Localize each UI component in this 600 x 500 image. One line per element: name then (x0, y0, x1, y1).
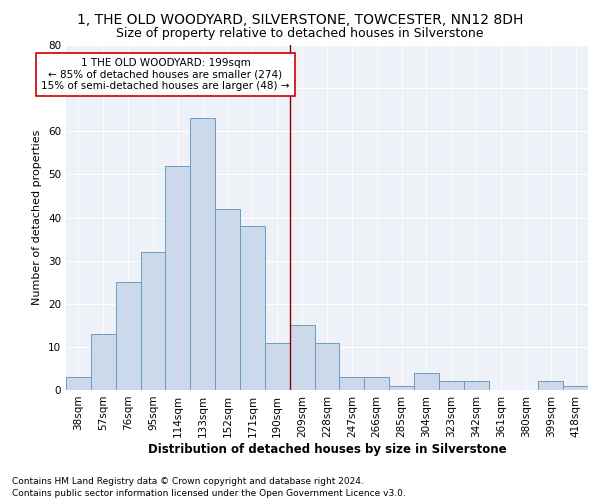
Text: Contains HM Land Registry data © Crown copyright and database right 2024.: Contains HM Land Registry data © Crown c… (12, 478, 364, 486)
Bar (116, 282, 140, 390)
Text: 1, THE OLD WOODYARD, SILVERSTONE, TOWCESTER, NN12 8DH: 1, THE OLD WOODYARD, SILVERSTONE, TOWCES… (77, 12, 523, 26)
Bar (91, 334, 116, 390)
X-axis label: Distribution of detached houses by size in Silverstone: Distribution of detached houses by size … (148, 442, 506, 456)
Bar (389, 386, 414, 390)
Bar (66, 377, 91, 390)
Text: Size of property relative to detached houses in Silverstone: Size of property relative to detached ho… (116, 28, 484, 40)
Bar (364, 377, 389, 390)
Bar (240, 226, 265, 390)
Bar (563, 386, 588, 390)
Bar (290, 326, 314, 390)
Text: 1 THE OLD WOODYARD: 199sqm
← 85% of detached houses are smaller (274)
15% of sem: 1 THE OLD WOODYARD: 199sqm ← 85% of deta… (41, 58, 290, 91)
Bar (464, 382, 488, 390)
Bar (265, 342, 290, 390)
Bar (439, 382, 464, 390)
Text: Contains public sector information licensed under the Open Government Licence v3: Contains public sector information licen… (12, 489, 406, 498)
Bar (166, 166, 190, 390)
Bar (140, 252, 166, 390)
Y-axis label: Number of detached properties: Number of detached properties (32, 130, 43, 305)
Bar (190, 118, 215, 390)
Bar (314, 342, 340, 390)
Bar (215, 209, 240, 390)
Bar (340, 377, 364, 390)
Bar (538, 382, 563, 390)
Bar (414, 373, 439, 390)
